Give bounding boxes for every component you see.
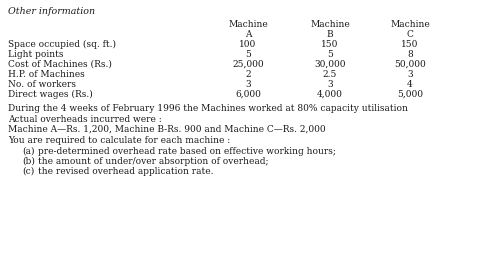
Text: 4,000: 4,000 xyxy=(317,90,343,99)
Text: Machine: Machine xyxy=(228,20,268,29)
Text: 30,000: 30,000 xyxy=(314,60,346,69)
Text: Cost of Machines (Rs.): Cost of Machines (Rs.) xyxy=(8,60,112,69)
Text: Machine: Machine xyxy=(310,20,350,29)
Text: Machine: Machine xyxy=(390,20,430,29)
Text: Space occupied (sq. ft.): Space occupied (sq. ft.) xyxy=(8,40,116,49)
Text: the amount of under/over absorption of overhead;: the amount of under/over absorption of o… xyxy=(38,157,268,166)
Text: 150: 150 xyxy=(401,40,418,49)
Text: 25,000: 25,000 xyxy=(232,60,264,69)
Text: the revised overhead application rate.: the revised overhead application rate. xyxy=(38,167,213,176)
Text: 50,000: 50,000 xyxy=(394,60,426,69)
Text: 6,000: 6,000 xyxy=(235,90,261,99)
Text: 4: 4 xyxy=(407,80,413,89)
Text: (a): (a) xyxy=(22,147,35,156)
Text: A: A xyxy=(245,30,251,39)
Text: 3: 3 xyxy=(407,70,413,79)
Text: 3: 3 xyxy=(245,80,251,89)
Text: 3: 3 xyxy=(327,80,333,89)
Text: (c): (c) xyxy=(22,167,34,176)
Text: B: B xyxy=(327,30,333,39)
Text: Actual overheads incurred were :: Actual overheads incurred were : xyxy=(8,115,162,124)
Text: 5: 5 xyxy=(245,50,251,59)
Text: 100: 100 xyxy=(240,40,257,49)
Text: 8: 8 xyxy=(407,50,413,59)
Text: 150: 150 xyxy=(321,40,339,49)
Text: H.P. of Machines: H.P. of Machines xyxy=(8,70,85,79)
Text: pre-determined overhead rate based on effective working hours;: pre-determined overhead rate based on ef… xyxy=(38,147,336,156)
Text: 2.5: 2.5 xyxy=(323,70,337,79)
Text: 5: 5 xyxy=(327,50,333,59)
Text: During the 4 weeks of February 1996 the Machines worked at 80% capacity utilisat: During the 4 weeks of February 1996 the … xyxy=(8,104,408,113)
Text: C: C xyxy=(407,30,414,39)
Text: 5,000: 5,000 xyxy=(397,90,423,99)
Text: You are required to calculate for each machine :: You are required to calculate for each m… xyxy=(8,136,230,145)
Text: Light points: Light points xyxy=(8,50,64,59)
Text: Direct wages (Rs.): Direct wages (Rs.) xyxy=(8,90,93,99)
Text: (b): (b) xyxy=(22,157,35,166)
Text: 2: 2 xyxy=(245,70,251,79)
Text: Machine A—Rs. 1,200, Machine B-Rs. 900 and Machine C—Rs. 2,000: Machine A—Rs. 1,200, Machine B-Rs. 900 a… xyxy=(8,125,326,134)
Text: No. of workers: No. of workers xyxy=(8,80,76,89)
Text: Other information: Other information xyxy=(8,7,95,16)
